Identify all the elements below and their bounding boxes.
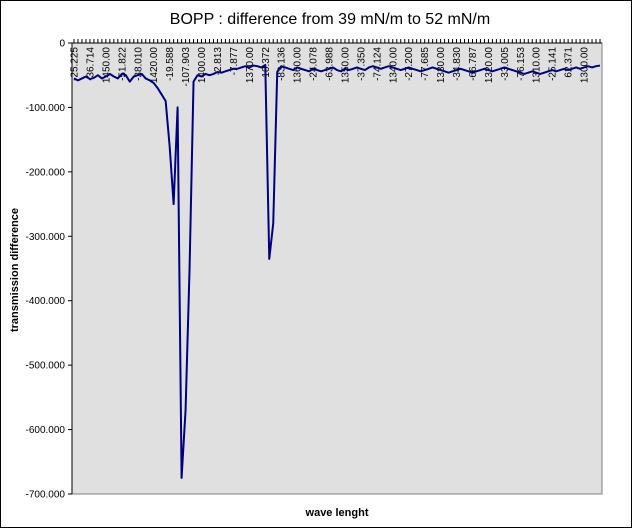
x-tick-label: -76.153 xyxy=(516,47,527,81)
x-tick-label: -74.124 xyxy=(372,47,383,81)
x-tick-label: -27.200 xyxy=(404,47,415,81)
y-tick-label: -300.000 xyxy=(26,232,66,243)
x-tick-label: -51.822 xyxy=(117,47,128,81)
x-tick-label: 1350.00 xyxy=(340,47,351,84)
x-tick-label: 1450.00 xyxy=(101,47,112,84)
x-tick-label: -38.010 xyxy=(133,47,144,81)
x-tick-label: 62.371 xyxy=(564,47,575,78)
x-tick-label: -34.830 xyxy=(452,47,463,81)
x-tick-label: 1360.00 xyxy=(293,47,304,84)
y-tick-label: -700.000 xyxy=(26,490,66,501)
y-tick-label: -500.000 xyxy=(26,361,66,372)
x-tick-label: -25.225 xyxy=(69,47,80,81)
x-tick-label: 1340.00 xyxy=(388,47,399,84)
x-tick-label: -83.136 xyxy=(277,47,288,81)
x-tick-label: 1330.00 xyxy=(436,47,447,84)
x-tick-label: -7.877 xyxy=(229,47,240,76)
y-tick-label: -400.000 xyxy=(26,296,66,307)
y-tick-label: -200.000 xyxy=(26,167,66,178)
x-tick-label: 1370.00 xyxy=(245,47,256,84)
x-tick-label: -107.903 xyxy=(181,47,192,87)
y-axis-label: transmission difference xyxy=(9,208,21,332)
chart-title: BOPP : difference from 39 mN/m to 52 mN/… xyxy=(170,11,490,28)
x-tick-label: -25.141 xyxy=(548,47,559,81)
x-axis-label: wave lenght xyxy=(305,507,369,519)
x-tick-label: 1400.00 xyxy=(197,47,208,84)
x-tick-label: -63.988 xyxy=(325,47,336,81)
y-tick-label: 0 xyxy=(59,39,65,50)
x-tick-label: 1310.00 xyxy=(532,47,543,84)
x-tick-label: -24.078 xyxy=(309,47,320,81)
x-tick-label: -37.350 xyxy=(356,47,367,81)
x-tick-label: 1320.00 xyxy=(484,47,495,84)
plot-area xyxy=(71,42,603,495)
x-tick-label: -66.787 xyxy=(468,47,479,81)
x-tick-label: -10.372 xyxy=(261,47,272,81)
x-tick-label: 1300.00 xyxy=(580,47,591,84)
y-tick-label: -100.000 xyxy=(26,103,66,114)
x-tick-label: -36.714 xyxy=(85,47,96,81)
x-tick-label: -19.588 xyxy=(165,47,176,81)
x-tick-label: -2.813 xyxy=(213,47,224,76)
data-line xyxy=(73,63,601,479)
y-tick-label: -600.000 xyxy=(26,425,66,436)
x-tick-label: 1420.00 xyxy=(149,47,160,84)
x-tick-label: -33.005 xyxy=(500,47,511,81)
x-tick-label: -77.685 xyxy=(420,47,431,81)
